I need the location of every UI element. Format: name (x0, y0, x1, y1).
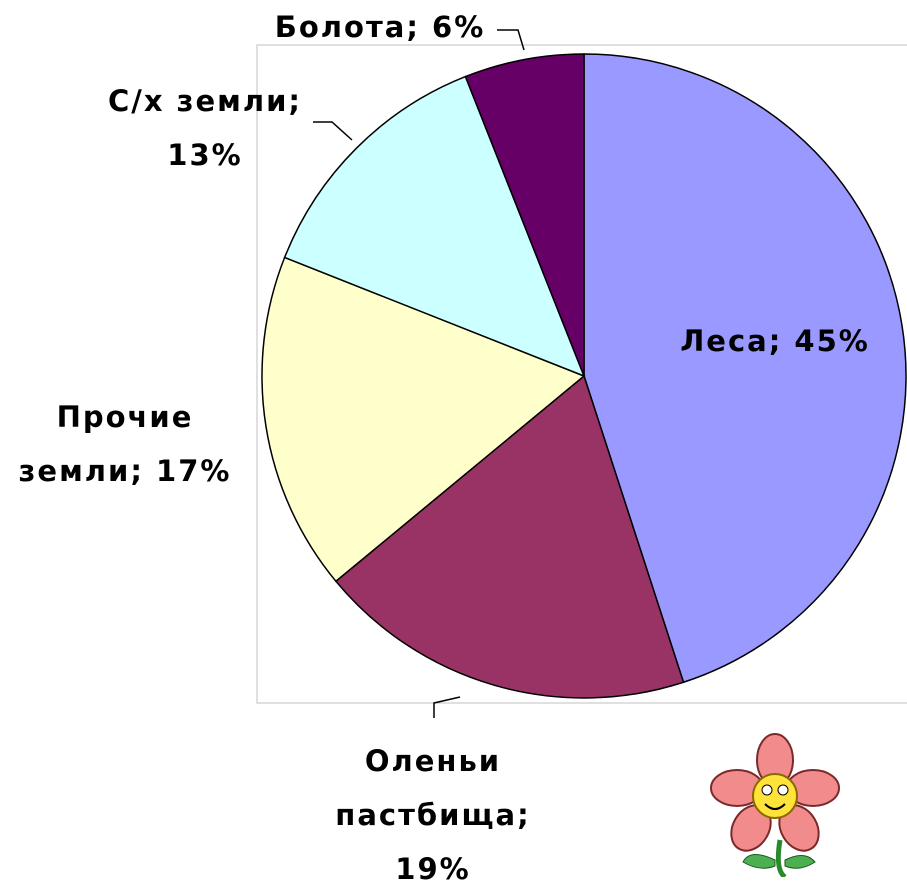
slice-label: Болота; 6% (245, 2, 515, 52)
slice-label: Леса; 45% (655, 314, 895, 368)
slice-label: С/х земли; 13% (80, 74, 330, 182)
flower-icon (711, 734, 839, 877)
slice-label: Оленьи пастбища; 19% (318, 734, 548, 896)
leader-line (434, 697, 460, 718)
pie (262, 54, 906, 698)
slice-label: Прочие земли; 17% (0, 390, 250, 498)
page: {"chart_data": {"type": "pie", "categori… (0, 0, 907, 877)
